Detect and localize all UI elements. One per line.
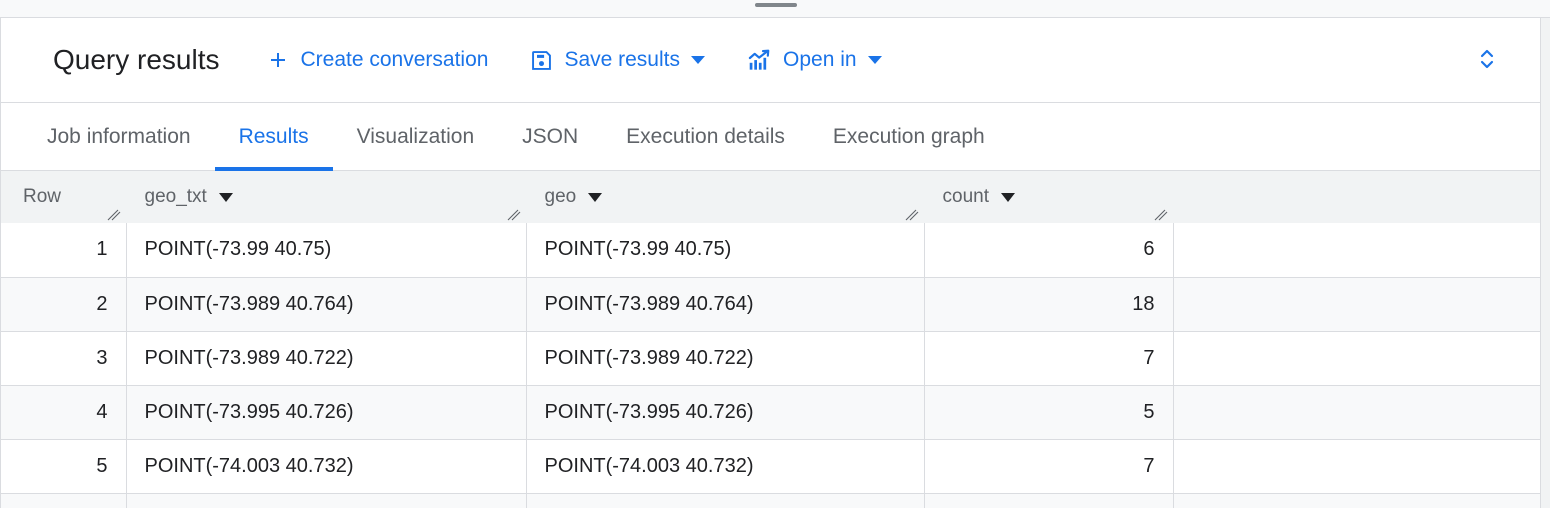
column-header-row-label: Row — [23, 186, 62, 207]
cell-filler — [1173, 223, 1540, 278]
cell-geo: POINT(-73.99 40.75) — [526, 223, 925, 278]
save-results-label: Save results — [564, 48, 680, 71]
results-tab-bar: Job information Results Visualization JS… — [1, 103, 1540, 171]
tab-results[interactable]: Results — [214, 103, 333, 171]
cell-geo: POINT(-73.989 40.722) — [526, 331, 925, 386]
page-title: Query results — [53, 44, 220, 75]
cell-filler — [1173, 331, 1540, 386]
column-resize-grip[interactable] — [1154, 205, 1168, 221]
tab-job-information[interactable]: Job information — [23, 103, 215, 170]
tab-execution-details[interactable]: Execution details — [602, 103, 809, 170]
table-row[interactable]: 4 POINT(-73.995 40.726) POINT(-73.995 40… — [1, 385, 1540, 440]
cell-geo-txt: POINT(-73.995 40.726) — [126, 385, 527, 440]
column-header-row[interactable]: Row — [1, 171, 127, 223]
cell-count: 6 — [924, 223, 1174, 278]
tab-json[interactable]: JSON — [498, 103, 602, 170]
column-resize-grip[interactable] — [507, 205, 521, 221]
chart-icon — [747, 48, 772, 73]
cell-row-number: 4 — [1, 385, 127, 440]
table-row[interactable]: 1 POINT(-73.99 40.75) POINT(-73.99 40.75… — [1, 223, 1540, 278]
chevron-down-icon — [867, 56, 882, 64]
cell-count — [924, 493, 1174, 508]
save-icon — [530, 49, 553, 72]
results-table: Row geo_txt — [1, 171, 1540, 508]
open-in-button[interactable]: Open in — [737, 40, 892, 80]
results-toolbar: Create conversation Save results — [256, 40, 914, 80]
column-header-geo-txt[interactable]: geo_txt — [126, 171, 527, 223]
cell-geo — [526, 493, 925, 508]
cell-filler — [1173, 493, 1540, 508]
cell-geo-txt: POINT(-73.989 40.722) — [126, 331, 527, 386]
unfold-more-icon — [1474, 46, 1500, 75]
cell-count: 5 — [924, 385, 1174, 440]
cell-row-number — [1, 493, 127, 508]
table-row[interactable]: 5 POINT(-74.003 40.732) POINT(-74.003 40… — [1, 439, 1540, 494]
create-conversation-label: Create conversation — [300, 48, 489, 71]
cell-row-number: 3 — [1, 331, 127, 386]
cell-row-number: 1 — [1, 223, 127, 278]
column-resize-grip[interactable] — [905, 205, 919, 221]
chevron-down-icon[interactable] — [218, 192, 233, 202]
cell-row-number: 2 — [1, 277, 127, 332]
cell-count: 7 — [924, 331, 1174, 386]
cell-geo: POINT(-74.003 40.732) — [526, 439, 925, 494]
cell-geo: POINT(-73.995 40.726) — [526, 385, 925, 440]
table-row[interactable] — [1, 493, 1540, 508]
cell-geo-txt: POINT(-74.003 40.732) — [126, 439, 527, 494]
expand-collapse-button[interactable] — [1470, 43, 1504, 77]
panel-resizer-strip[interactable] — [0, 0, 1550, 18]
column-header-count[interactable]: count — [924, 171, 1174, 223]
column-header-count-label: count — [942, 186, 989, 207]
cell-count: 7 — [924, 439, 1174, 494]
plus-icon — [266, 48, 290, 72]
save-results-button[interactable]: Save results — [520, 40, 715, 80]
table-row[interactable]: 3 POINT(-73.989 40.722) POINT(-73.989 40… — [1, 331, 1540, 386]
tab-execution-graph[interactable]: Execution graph — [809, 103, 1009, 170]
chevron-down-icon[interactable] — [588, 192, 603, 202]
column-header-filler — [1173, 171, 1540, 223]
open-in-label: Open in — [783, 48, 857, 71]
column-header-geo[interactable]: geo — [526, 171, 925, 223]
create-conversation-button[interactable]: Create conversation — [256, 40, 499, 80]
cell-geo-txt: POINT(-73.99 40.75) — [126, 223, 527, 278]
chevron-down-icon[interactable] — [1000, 192, 1015, 202]
cell-geo: POINT(-73.989 40.764) — [526, 277, 925, 332]
cell-row-number: 5 — [1, 439, 127, 494]
chevron-down-icon — [691, 56, 705, 64]
column-header-geo-label: geo — [544, 186, 577, 207]
table-header-row: Row geo_txt — [1, 171, 1540, 223]
results-header: Query results Create conversation — [1, 18, 1540, 103]
cell-filler — [1173, 439, 1540, 494]
tab-visualization[interactable]: Visualization — [333, 103, 499, 170]
resize-handle[interactable] — [755, 3, 797, 7]
cell-count: 18 — [924, 277, 1174, 332]
cell-geo-txt: POINT(-73.989 40.764) — [126, 277, 527, 332]
results-table-container: Row geo_txt — [1, 171, 1540, 508]
cell-filler — [1173, 277, 1540, 332]
cell-geo-txt — [126, 493, 527, 508]
results-table-body: 1 POINT(-73.99 40.75) POINT(-73.99 40.75… — [1, 223, 1540, 508]
top-divider — [0, 17, 1550, 18]
results-panel: Query results Create conversation — [0, 18, 1541, 508]
table-row[interactable]: 2 POINT(-73.989 40.764) POINT(-73.989 40… — [1, 277, 1540, 332]
cell-filler — [1173, 385, 1540, 440]
column-resize-grip[interactable] — [107, 205, 121, 221]
column-header-geo-txt-label: geo_txt — [144, 186, 207, 207]
